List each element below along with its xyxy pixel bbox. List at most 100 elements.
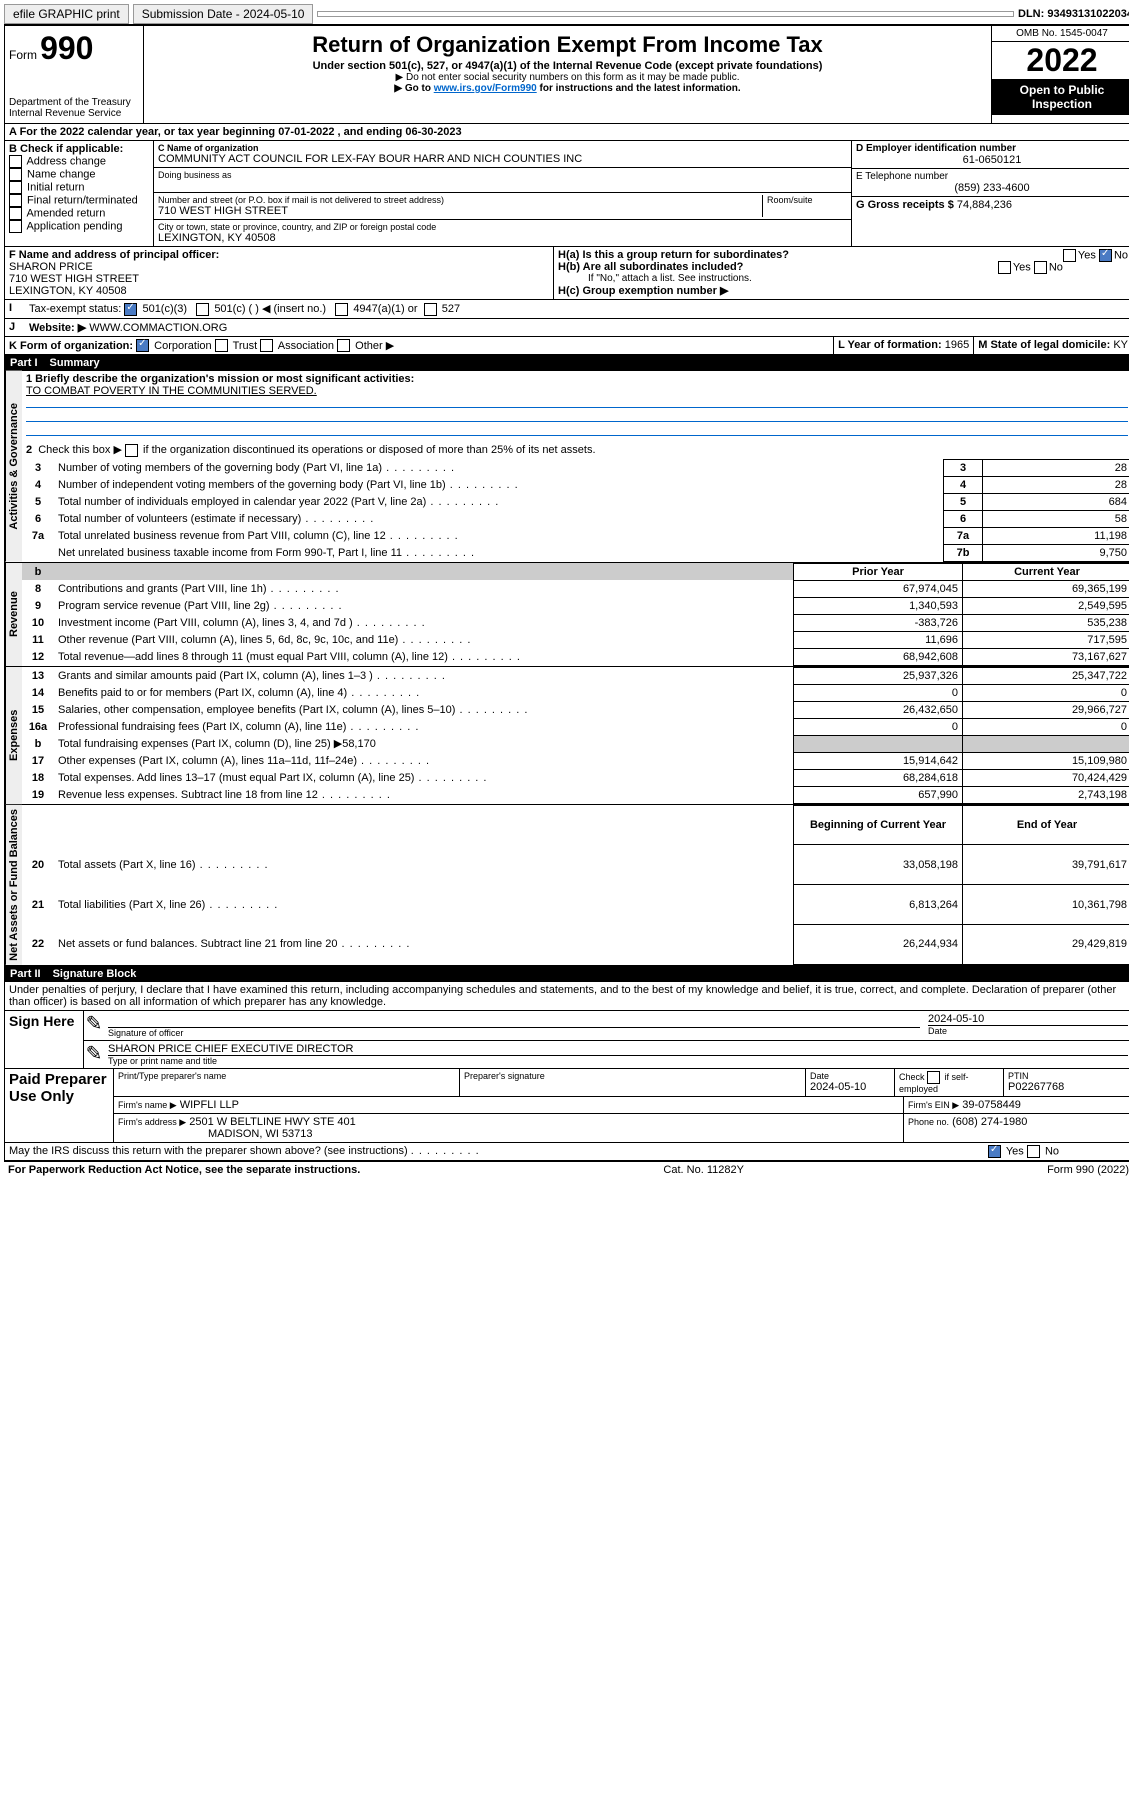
yes-label: Yes xyxy=(1078,249,1096,261)
ein: 61-0650121 xyxy=(856,154,1128,166)
table-row: 21 Total liabilities (Part X, line 26) 6… xyxy=(22,885,1129,925)
ptin-label: PTIN xyxy=(1008,1071,1128,1081)
501c-checkbox[interactable] xyxy=(196,303,209,316)
b-opt-checkbox[interactable] xyxy=(9,207,22,220)
officer-name: SHARON PRICE xyxy=(9,261,549,273)
governance-section: Activities & Governance 1 Briefly descri… xyxy=(4,371,1129,563)
submission-date-btn[interactable]: Submission Date - 2024-05-10 xyxy=(133,4,314,24)
department-label: Department of the Treasury Internal Reve… xyxy=(9,97,139,119)
omb-number: OMB No. 1545-0047 xyxy=(992,26,1129,42)
b-opt-checkbox[interactable] xyxy=(9,168,22,181)
firm-phone-label: Phone no. xyxy=(908,1117,949,1127)
netassets-section: Net Assets or Fund Balances Beginning of… xyxy=(4,805,1129,966)
527-checkbox[interactable] xyxy=(424,303,437,316)
netassets-sidebar: Net Assets or Fund Balances xyxy=(5,805,22,965)
self-employed-checkbox[interactable] xyxy=(927,1071,940,1084)
officer-group-block: F Name and address of principal officer:… xyxy=(4,247,1129,300)
firm-addr-label: Firm's address ▶ xyxy=(118,1117,186,1127)
sig-date: 2024-05-10 xyxy=(928,1013,1128,1025)
top-bar: efile GRAPHIC print Submission Date - 20… xyxy=(4,4,1129,26)
no-label: No xyxy=(1114,249,1128,261)
governance-table: 3 Number of voting members of the govern… xyxy=(22,459,1129,562)
section-k-label: K Form of organization: xyxy=(9,340,133,352)
org-name: COMMUNITY ACT COUNCIL FOR LEX-FAY BOUR H… xyxy=(158,153,847,165)
527-label: 527 xyxy=(442,303,460,315)
table-row: 8 Contributions and grants (Part VIII, l… xyxy=(22,580,1129,597)
other-checkbox[interactable] xyxy=(337,339,350,352)
corp-label: Corporation xyxy=(154,340,211,352)
perjury-statement: Under penalties of perjury, I declare th… xyxy=(4,982,1129,1011)
table-row: 11 Other revenue (Part VIII, column (A),… xyxy=(22,631,1129,648)
ssn-note: ▶ Do not enter social security numbers o… xyxy=(148,72,987,83)
line1-label: 1 Briefly describe the organization's mi… xyxy=(26,373,1128,385)
officer-addr1: 710 WEST HIGH STREET xyxy=(9,273,549,285)
tax-year-range: A For the 2022 calendar year, or tax yea… xyxy=(5,124,466,140)
addr-label: Number and street (or P.O. box if mail i… xyxy=(158,195,762,205)
b-option: Amended return xyxy=(9,207,149,220)
officer-addr2: LEXINGTON, KY 40508 xyxy=(9,285,549,297)
revenue-section: Revenue b Prior Year Current Year8 Contr… xyxy=(4,563,1129,667)
table-row: 15 Salaries, other compensation, employe… xyxy=(22,701,1129,718)
note-post: for instructions and the latest informat… xyxy=(540,83,741,94)
table-row: 10 Investment income (Part VIII, column … xyxy=(22,614,1129,631)
expenses-section: Expenses 13 Grants and similar amounts p… xyxy=(4,667,1129,805)
website: WWW.COMMACTION.ORG xyxy=(89,322,227,334)
open-public-badge: Open to Public Inspection xyxy=(992,79,1129,115)
b-opt-checkbox[interactable] xyxy=(9,181,22,194)
pt-sig-label: Preparer's signature xyxy=(460,1069,806,1096)
ha-no-checkbox[interactable] xyxy=(1099,249,1112,262)
part2-title: Signature Block xyxy=(53,968,137,980)
corp-checkbox[interactable] xyxy=(136,339,149,352)
firm-addr2: MADISON, WI 53713 xyxy=(118,1128,899,1140)
part2-header: Part II Signature Block xyxy=(4,966,1129,982)
hb-yes-checkbox[interactable] xyxy=(998,261,1011,274)
table-row: 5 Total number of individuals employed i… xyxy=(22,493,1129,510)
501c3-checkbox[interactable] xyxy=(124,303,137,316)
efile-btn[interactable]: efile GRAPHIC print xyxy=(4,4,129,24)
year-formation: 1965 xyxy=(945,339,969,351)
note-pre: ▶ Go to xyxy=(394,83,433,94)
pt-name-label: Print/Type preparer's name xyxy=(114,1069,460,1096)
form-subtitle: Under section 501(c), 527, or 4947(a)(1)… xyxy=(148,60,987,72)
tax-exempt-row: I Tax-exempt status: 501(c)(3) 501(c) ( … xyxy=(4,300,1129,319)
hb-no-checkbox[interactable] xyxy=(1034,261,1047,274)
section-b-label: B Check if applicable: xyxy=(9,143,149,155)
cat-no: Cat. No. 11282Y xyxy=(663,1164,744,1176)
hb-note: If "No," attach a list. See instructions… xyxy=(558,273,1128,284)
part2-num: Part II xyxy=(10,968,41,980)
sign-here-block: Sign Here ✎ Signature of officer 2024-05… xyxy=(4,1011,1129,1069)
yes-label: Yes xyxy=(1006,1145,1024,1157)
part1-title: Summary xyxy=(50,357,100,369)
b-opt-checkbox[interactable] xyxy=(9,220,22,233)
hb-label: H(b) Are all subordinates included? xyxy=(558,261,743,273)
b-opt-checkbox[interactable] xyxy=(9,155,22,168)
expenses-table: 13 Grants and similar amounts paid (Part… xyxy=(22,667,1129,804)
ha-yes-checkbox[interactable] xyxy=(1063,249,1076,262)
table-row: 14 Benefits paid to or for members (Part… xyxy=(22,684,1129,701)
501c3-label: 501(c)(3) xyxy=(142,303,187,315)
revenue-sidebar: Revenue xyxy=(5,563,22,666)
sign-here-label: Sign Here xyxy=(5,1011,84,1068)
irs-link[interactable]: www.irs.gov/Form990 xyxy=(434,83,537,94)
b-opt-checkbox[interactable] xyxy=(9,194,22,207)
section-j-label: Website: ▶ xyxy=(29,322,86,334)
b-option: Name change xyxy=(9,168,149,181)
form-label: Form xyxy=(9,48,37,62)
firm-ein-label: Firm's EIN ▶ xyxy=(908,1100,959,1110)
assoc-checkbox[interactable] xyxy=(260,339,273,352)
table-row: 12 Total revenue—add lines 8 through 11 … xyxy=(22,648,1129,665)
revenue-table: b Prior Year Current Year8 Contributions… xyxy=(22,563,1129,666)
b-option: Initial return xyxy=(9,181,149,194)
paid-preparer-label: Paid Preparer Use Only xyxy=(5,1069,114,1142)
room-label: Room/suite xyxy=(763,195,847,217)
discuss-no-checkbox[interactable] xyxy=(1027,1145,1040,1158)
dba-label: Doing business as xyxy=(158,170,847,180)
4947-checkbox[interactable] xyxy=(335,303,348,316)
trust-label: Trust xyxy=(233,340,258,352)
trust-checkbox[interactable] xyxy=(215,339,228,352)
firm-name-label: Firm's name ▶ xyxy=(118,1100,177,1110)
discuss-yes-checkbox[interactable] xyxy=(988,1145,1001,1158)
discontinued-checkbox[interactable] xyxy=(125,444,138,457)
part1-num: Part I xyxy=(10,357,38,369)
table-row: 4 Number of independent voting members o… xyxy=(22,476,1129,493)
